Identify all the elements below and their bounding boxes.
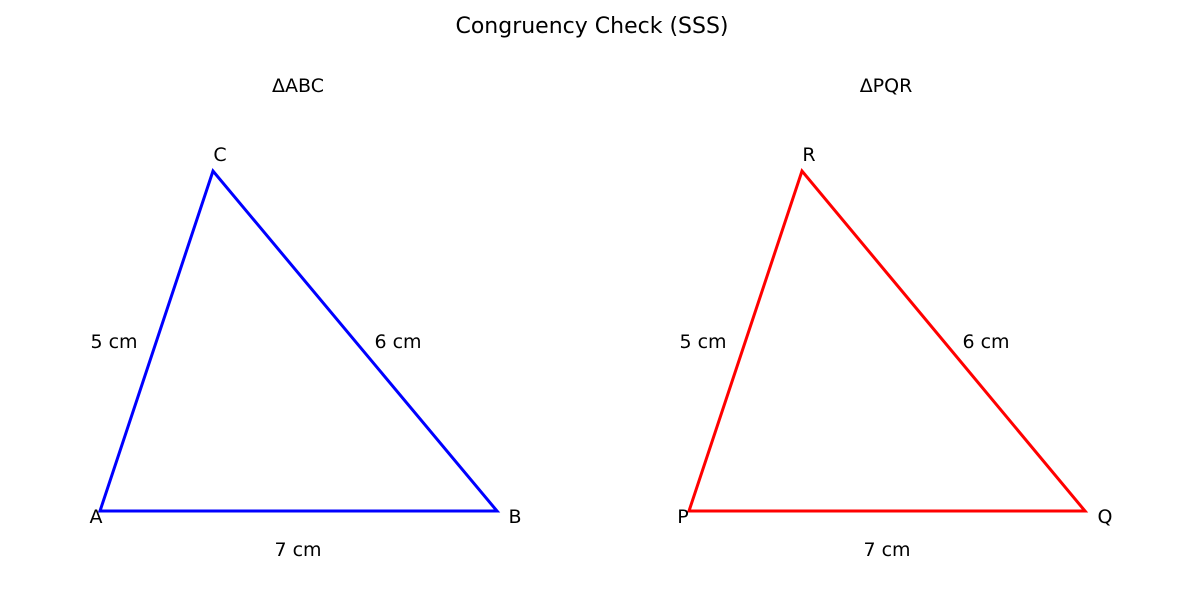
vertex-p-label: P [677, 506, 688, 528]
triangle-abc-title: ΔABC [272, 75, 324, 97]
side-pq-label: 7 cm [863, 539, 910, 561]
side-pr-label: 5 cm [679, 331, 726, 353]
triangle-pqr-shape [686, 167, 1089, 513]
triangle-pqr-title: ΔPQR [860, 75, 913, 97]
triangle-abc-panel: ΔABC A B C 5 cm 6 cm 7 cm [90, 75, 522, 561]
triangle-pqr-panel: ΔPQR P Q R 5 cm 6 cm 7 cm [677, 75, 1112, 561]
vertex-r-label: R [802, 144, 815, 166]
side-ac-label: 5 cm [90, 331, 137, 353]
side-bc-label: 6 cm [374, 331, 421, 353]
triangle-abc-shape [97, 167, 501, 513]
vertex-q-label: Q [1098, 506, 1113, 528]
vertex-b-label: B [508, 506, 521, 528]
figure-title: Congruency Check (SSS) [455, 14, 728, 39]
vertex-a-label: A [90, 506, 103, 528]
side-qr-label: 6 cm [962, 331, 1009, 353]
vertex-c-label: C [213, 144, 226, 166]
side-ab-label: 7 cm [274, 539, 321, 561]
